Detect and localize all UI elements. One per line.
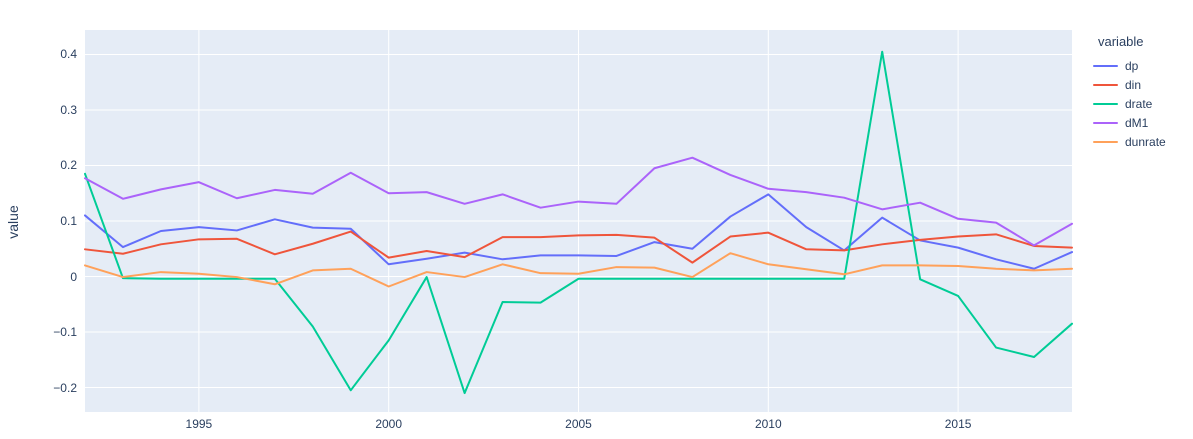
y-tick-label: 0 [70, 269, 77, 284]
y-tick-label: 0.1 [60, 214, 77, 228]
legend-item-dp[interactable]: dp [1090, 56, 1166, 75]
legend-item-dM1[interactable]: dM1 [1090, 113, 1166, 132]
legend-item-label: din [1125, 77, 1142, 92]
x-tick-label: 2000 [375, 417, 403, 431]
legend-item-label: dunrate [1125, 134, 1166, 149]
series-line-dp[interactable] [84, 193, 1073, 270]
legend-item-dunrate[interactable]: dunrate [1090, 132, 1166, 151]
legend-swatch-line [1093, 121, 1118, 124]
legend-title: variable [1098, 34, 1144, 49]
legend-item-label: dM1 [1125, 115, 1149, 130]
legend-swatch-line [1093, 64, 1118, 67]
x-tick-label: 1995 [185, 417, 213, 431]
y-tick-label: −0.2 [53, 380, 77, 395]
legend-item-label: drate [1125, 96, 1153, 111]
y-tick-label: 0.4 [60, 47, 77, 62]
legend-swatch-line [1093, 83, 1118, 86]
legend-item-list: dp din drate dM1 dunrate [1090, 56, 1166, 151]
legend-swatch-line [1093, 102, 1118, 105]
series-line-dM1[interactable] [84, 156, 1073, 247]
y-tick-label: 0.2 [60, 158, 77, 173]
y-tick-label: −0.1 [53, 325, 77, 339]
x-tick-label: 2010 [754, 417, 782, 431]
y-axis-title: value [5, 205, 21, 239]
legend-item-label: dp [1125, 58, 1139, 73]
x-tick-label: 2015 [944, 417, 972, 431]
legend: variable dp din drate dM1 dunrate [1090, 34, 1166, 151]
legend-item-din[interactable]: din [1090, 75, 1166, 94]
y-tick-label: 0.3 [60, 102, 77, 117]
series-line-din[interactable] [84, 230, 1073, 264]
legend-item-drate[interactable]: drate [1090, 94, 1166, 113]
x-tick-label: 2005 [565, 417, 592, 431]
legend-swatch-line [1093, 140, 1118, 143]
series-line-dunrate[interactable] [84, 252, 1073, 288]
